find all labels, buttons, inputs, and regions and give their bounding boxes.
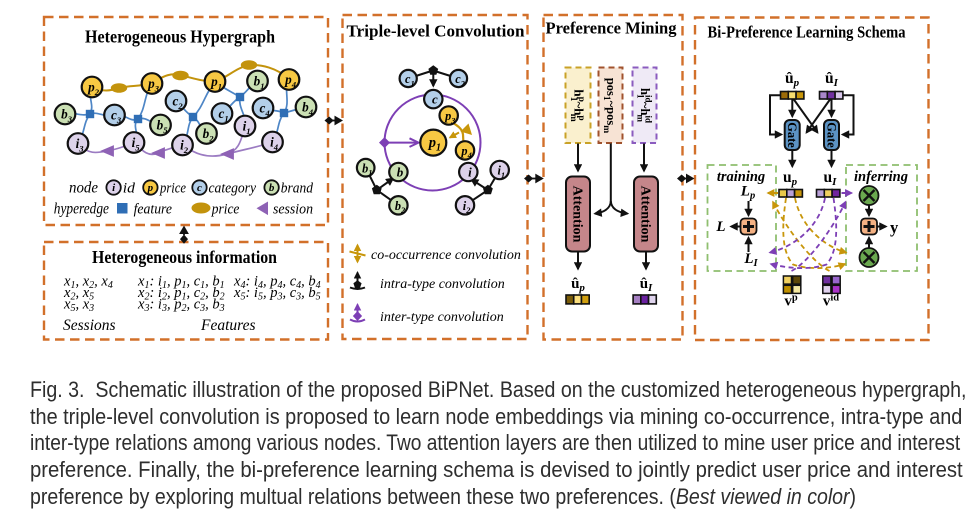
svg-text:Gate: Gate: [785, 122, 799, 148]
svg-text:b: b: [269, 182, 275, 194]
svg-text:session: session: [273, 202, 313, 218]
svg-text:ûI: ûI: [640, 276, 653, 294]
svg-text:up: up: [783, 169, 798, 188]
svg-text:training: training: [717, 169, 765, 185]
svg-text:i: i: [468, 165, 472, 180]
svg-text:feature: feature: [134, 202, 173, 218]
svg-text:Gate: Gate: [825, 122, 839, 148]
svg-text:Preference Mining: Preference Mining: [546, 19, 678, 38]
svg-text:inter-type convolution: inter-type convolution: [380, 310, 504, 325]
svg-text:price: price: [211, 202, 240, 218]
svg-text:x5: i5, p3, c3, b5: x5: i5, p3, c3, b5: [233, 285, 321, 303]
svg-text:Sessions: Sessions: [63, 317, 116, 334]
svg-text:Bi-Preference Learning Schema: Bi-Preference Learning Schema: [708, 23, 906, 42]
svg-text:b1: b1: [362, 161, 372, 177]
svg-text:x1, x2, x4: x1, x2, x4: [63, 274, 113, 292]
svg-text:Features: Features: [200, 317, 256, 334]
svg-text:i1: i1: [497, 164, 505, 180]
svg-text:i2: i2: [180, 138, 189, 155]
svg-text:intra-type convolution: intra-type convolution: [380, 277, 505, 292]
svg-text:b: b: [397, 165, 404, 180]
svg-text:p: p: [147, 182, 154, 194]
svg-text:node: node: [69, 180, 98, 197]
svg-text:i1: i1: [243, 119, 251, 136]
svg-text:LI: LI: [743, 251, 758, 269]
svg-text:vid: vid: [823, 293, 839, 310]
svg-text:Attention: Attention: [637, 186, 652, 243]
svg-text:c: c: [432, 92, 438, 107]
svg-text:p1: p1: [210, 74, 222, 91]
svg-text:c1: c1: [219, 106, 229, 123]
svg-text:ûp: ûp: [785, 70, 800, 89]
svg-text:Attention: Attention: [569, 186, 584, 243]
svg-text:i: i: [112, 182, 116, 194]
svg-text:inferring: inferring: [854, 169, 908, 185]
svg-text:b3: b3: [61, 107, 73, 124]
svg-text:co-occurrence convolution: co-occurrence convolution: [371, 248, 521, 263]
svg-text:b1: b1: [254, 74, 265, 91]
svg-text:price: price: [159, 181, 186, 197]
svg-text:c4: c4: [260, 101, 271, 118]
svg-text:b2: b2: [203, 126, 215, 143]
svg-text:hp1~hpm: hp1~hpm: [568, 89, 587, 121]
svg-text:c: c: [197, 182, 202, 194]
svg-text:b5: b5: [157, 118, 169, 135]
svg-text:p3: p3: [444, 109, 455, 125]
svg-text:ûI: ûI: [825, 70, 839, 89]
svg-text:b2: b2: [395, 199, 405, 215]
svg-text:b4: b4: [302, 100, 314, 117]
svg-text:i4: i4: [270, 135, 279, 152]
svg-text:id: id: [123, 181, 136, 197]
svg-text:L: L: [715, 219, 725, 235]
svg-text:i2: i2: [463, 199, 471, 215]
svg-text:hyperedge: hyperedge: [54, 201, 109, 218]
svg-text:i3: i3: [76, 136, 85, 153]
svg-text:Triple-level Convolution: Triple-level Convolution: [347, 22, 526, 41]
svg-text:pos1~posm: pos1~posm: [601, 78, 618, 133]
svg-text:c3: c3: [111, 108, 122, 125]
svg-text:ûp: ûp: [571, 276, 585, 294]
svg-text:p4: p4: [460, 144, 471, 160]
svg-text:x3: i3, p2, c3, b3: x3: i3, p2, c3, b3: [137, 297, 225, 315]
svg-text:category: category: [209, 181, 257, 197]
svg-text:Heterogeneous information: Heterogeneous information: [92, 247, 277, 267]
svg-text:hid1~hidm: hid1~hidm: [635, 88, 653, 123]
svg-text:uI: uI: [824, 169, 838, 188]
svg-text:Lp: Lp: [740, 184, 755, 202]
svg-text:vp: vp: [784, 293, 798, 310]
svg-text:Heterogeneous Hypergraph: Heterogeneous Hypergraph: [85, 27, 275, 47]
svg-text:i5: i5: [132, 135, 141, 152]
svg-text:brand: brand: [281, 181, 314, 197]
svg-text:c1: c1: [405, 72, 415, 88]
svg-text:y: y: [890, 218, 899, 237]
svg-text:c2: c2: [173, 94, 184, 111]
svg-text:c2: c2: [455, 72, 465, 88]
